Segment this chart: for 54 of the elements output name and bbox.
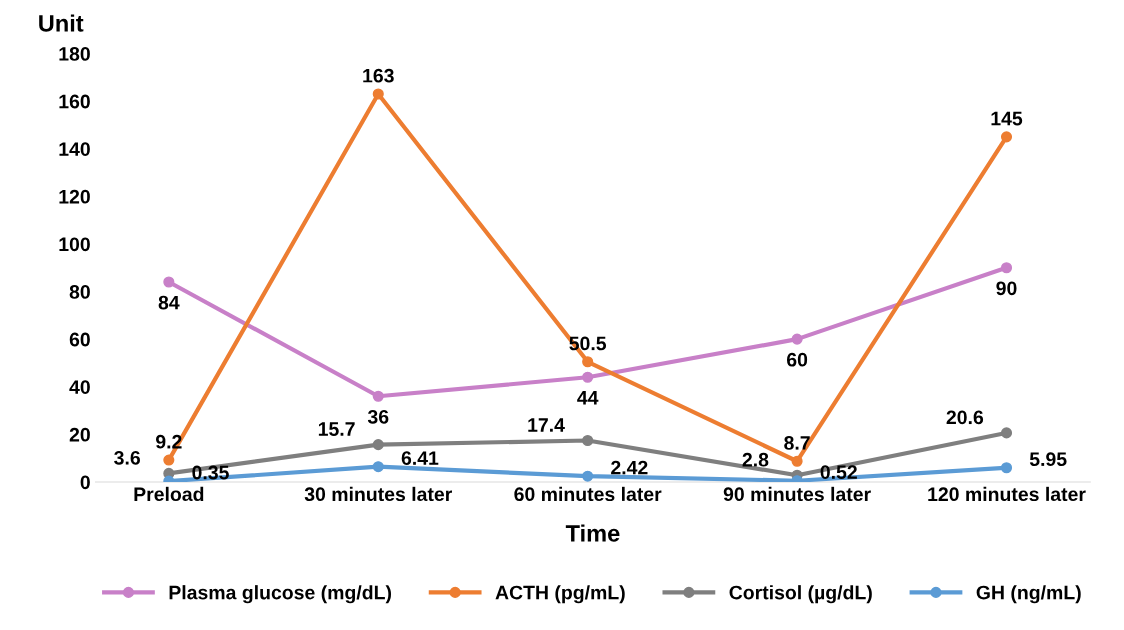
point (1000, 262, 1013, 274)
y-tick-label: 140 (59, 142, 90, 156)
data-label: 5.95 (1029, 452, 1067, 467)
data-label: 90 (996, 281, 1017, 296)
x-tick-label: 30 minutes later (304, 486, 452, 502)
data-label: 17.4 (528, 418, 565, 432)
point (372, 390, 384, 402)
data-label: 44 (577, 391, 599, 405)
data-label: 84 (158, 295, 180, 310)
data-label: 20.6 (946, 410, 984, 425)
y-tick-label: 20 (69, 427, 90, 442)
legend-label: GH (ng/mL) (976, 585, 1081, 604)
point (582, 371, 594, 383)
point (1000, 427, 1013, 439)
legend-label: Plasma glucose (mg/dL) (169, 585, 391, 604)
data-label: 15.7 (318, 422, 355, 436)
point (791, 333, 803, 345)
point (163, 454, 175, 466)
data-label: 2.42 (611, 460, 648, 475)
data-label: 0.35 (192, 465, 229, 480)
data-label: 163 (363, 68, 394, 83)
y-tick-label: 80 (69, 285, 90, 299)
point (791, 455, 803, 467)
data-label: 36 (367, 409, 389, 424)
point (1000, 131, 1013, 143)
y-tick-label: 60 (69, 332, 90, 347)
data-label: 145 (991, 111, 1023, 126)
point (582, 434, 594, 447)
y-axis-title: Unit (39, 14, 84, 32)
y-tick-label: 100 (59, 237, 90, 252)
y-tick-label: 180 (59, 47, 90, 61)
data-label: 0.52 (820, 465, 857, 479)
point (1000, 462, 1013, 474)
data-label: 2.8 (742, 452, 769, 467)
data-label: 6.41 (401, 451, 439, 465)
point (372, 439, 384, 451)
data-label: 60 (786, 352, 808, 367)
y-tick-label: 0 (80, 475, 90, 490)
point (163, 276, 175, 288)
x-tick-label: 60 minutes later (514, 486, 662, 502)
data-label: 3.6 (114, 450, 140, 465)
x-tick-label: 120 minutes later (928, 486, 1086, 502)
legend-label: Cortisol (µg/dL) (729, 585, 872, 604)
x-tick-label: Preload (134, 486, 204, 502)
y-tick-label: 120 (59, 189, 90, 204)
point (582, 356, 594, 368)
legend-label: ACTH (pg/mL) (495, 585, 625, 604)
y-tick-label: 160 (59, 94, 90, 109)
y-tick-label: 40 (69, 380, 90, 394)
point (372, 461, 384, 473)
x-tick-label: 90 minutes later (723, 486, 871, 502)
x-axis-title: Time (565, 524, 620, 542)
point (582, 470, 594, 482)
point (372, 88, 384, 100)
